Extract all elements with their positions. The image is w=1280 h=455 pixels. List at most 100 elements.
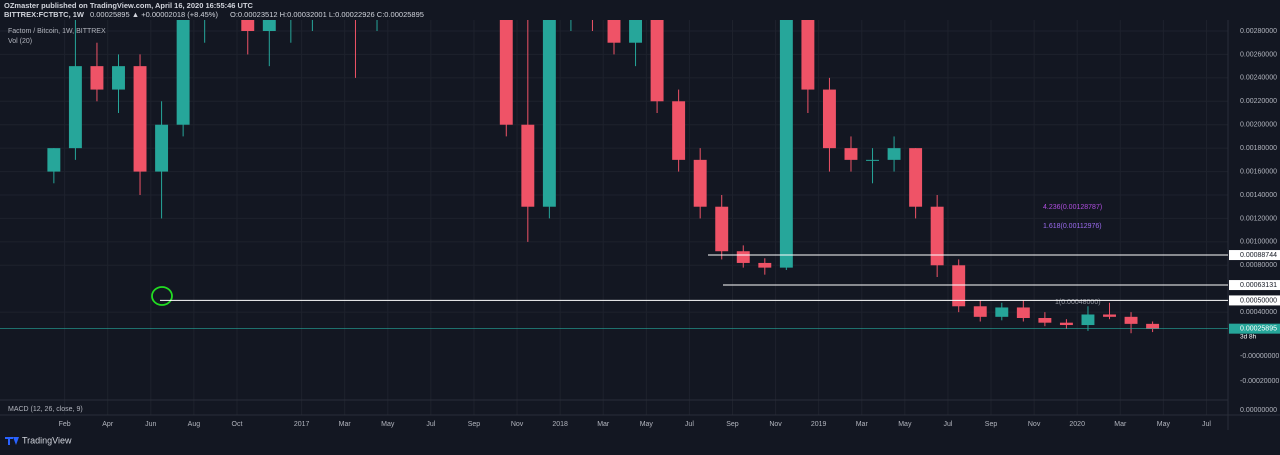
candle-body <box>241 20 255 31</box>
x-tick-label: May <box>898 421 912 428</box>
candle-body <box>47 148 61 172</box>
candle-body <box>155 124 169 172</box>
candle-body <box>112 66 125 90</box>
indicator-label: Vol (20) <box>8 38 32 45</box>
candle-body <box>779 20 793 268</box>
x-tick-label: Nov <box>1028 421 1041 428</box>
level-box <box>1229 323 1280 334</box>
x-tick-label: Sep <box>985 421 998 428</box>
candle-body <box>650 20 664 102</box>
candle-body <box>736 251 750 263</box>
x-tick-label: May <box>640 421 654 428</box>
candle-body <box>1081 314 1095 326</box>
candle-body <box>973 306 987 317</box>
pane-axis-label: -0.00020000 <box>1240 378 1279 385</box>
fib-label: 1(0.00048000) <box>1055 299 1101 306</box>
y-tick-label: 0.00080000 <box>1240 262 1277 269</box>
countdown: 3d 8h <box>1240 334 1257 341</box>
y-tick-label: 0.00200000 <box>1240 122 1277 129</box>
x-tick-label: Jun <box>145 421 156 428</box>
x-tick-label: Jul <box>943 421 952 428</box>
level-box <box>1229 295 1280 306</box>
candle-body <box>1124 316 1138 324</box>
x-tick-label: 2017 <box>294 421 310 428</box>
y-tick-label: 0.00160000 <box>1240 168 1277 175</box>
candles <box>47 20 1160 334</box>
brand-logo <box>5 437 19 445</box>
x-tick-label: 2019 <box>811 421 827 428</box>
x-tick-label: Mar <box>339 421 352 428</box>
x-tick-label: Mar <box>856 421 869 428</box>
y-tick-label: 0.00140000 <box>1240 192 1277 199</box>
y-tick-label: 0.00180000 <box>1240 145 1277 152</box>
x-tick-label: Feb <box>59 421 71 428</box>
x-tick-label: May <box>381 421 395 428</box>
x-tick-label: Mar <box>597 421 610 428</box>
x-tick-label: Oct <box>232 421 243 428</box>
drawn-circle <box>151 286 173 306</box>
chart-title: Factom / Bitcoin, 1W, BITTREX <box>8 28 106 35</box>
pane-axis-label: -0.00000000 <box>1240 353 1279 360</box>
candle-body <box>887 148 901 160</box>
candle-body <box>801 20 815 90</box>
candle-body <box>607 20 621 43</box>
y-tick-label: 0.00240000 <box>1240 75 1277 82</box>
candle-body <box>1038 318 1052 323</box>
brand: TradingView <box>22 435 72 445</box>
y-tick-label: 0.00220000 <box>1240 98 1277 105</box>
candle-body <box>866 159 879 161</box>
x-tick-label: Mar <box>1114 421 1127 428</box>
level-box <box>1229 250 1280 261</box>
candle-body <box>499 20 513 125</box>
candle-body <box>133 66 147 172</box>
candle-body <box>1103 314 1116 317</box>
x-tick-label: 2020 <box>1069 421 1085 428</box>
candle-body <box>758 262 772 268</box>
candle-body <box>521 124 535 207</box>
x-tick-label: Sep <box>468 421 481 428</box>
candle-body <box>262 20 276 31</box>
candle-body <box>542 20 556 207</box>
level-label: 0.00050000 <box>1240 297 1277 304</box>
x-tick-label: Nov <box>511 421 524 428</box>
x-tick-label: Jul <box>426 421 435 428</box>
candle-body <box>90 66 104 90</box>
candle-body <box>909 148 923 207</box>
candle-body <box>176 20 190 125</box>
x-tick-label: Jul <box>1202 421 1211 428</box>
candle-body <box>1146 323 1160 329</box>
candle-body <box>1016 307 1030 318</box>
candle-body <box>995 307 1009 317</box>
y-tick-label: 0.00260000 <box>1240 51 1277 58</box>
grid <box>0 20 1228 415</box>
candle-body <box>1059 322 1073 326</box>
last-change: 0.00025895 ▲ +0.00002018 (+8.45%) <box>90 10 218 19</box>
y-tick-label: 0.00040000 <box>1240 309 1277 316</box>
y-tick-label: 0.00120000 <box>1240 215 1277 222</box>
publisher: OZmaster published on TradingView.com, A… <box>4 1 254 10</box>
y-tick-label: 0.00280000 <box>1240 28 1277 35</box>
level-label: 0.00063131 <box>1240 282 1277 289</box>
x-tick-label: Sep <box>726 421 739 428</box>
candle-body <box>629 20 643 43</box>
candle-body <box>693 159 707 207</box>
candle-body <box>715 206 729 252</box>
fib-label: 1.618(0.00112976) <box>1043 223 1102 230</box>
candle-body <box>844 148 858 160</box>
candle-body <box>68 66 82 149</box>
x-tick-label: Jul <box>685 421 694 428</box>
x-tick-label: Apr <box>102 421 114 428</box>
level-label: 0.00088744 <box>1240 252 1277 259</box>
y-tick-label: 0.00100000 <box>1240 239 1277 246</box>
level-box <box>1229 280 1280 291</box>
candle-body <box>952 265 966 307</box>
level-label: 0.00025895 <box>1240 326 1277 333</box>
candle-body <box>930 206 944 266</box>
x-tick-label: May <box>1157 421 1171 428</box>
symbol: BITTREX:FCTBTC, 1W <box>4 10 85 19</box>
ohlc: O:0.00023512 H:0.00032001 L:0.00022926 C… <box>230 10 424 19</box>
x-tick-label: Nov <box>769 421 782 428</box>
indicator-label: MACD (12, 26, close, 9) <box>8 406 83 413</box>
